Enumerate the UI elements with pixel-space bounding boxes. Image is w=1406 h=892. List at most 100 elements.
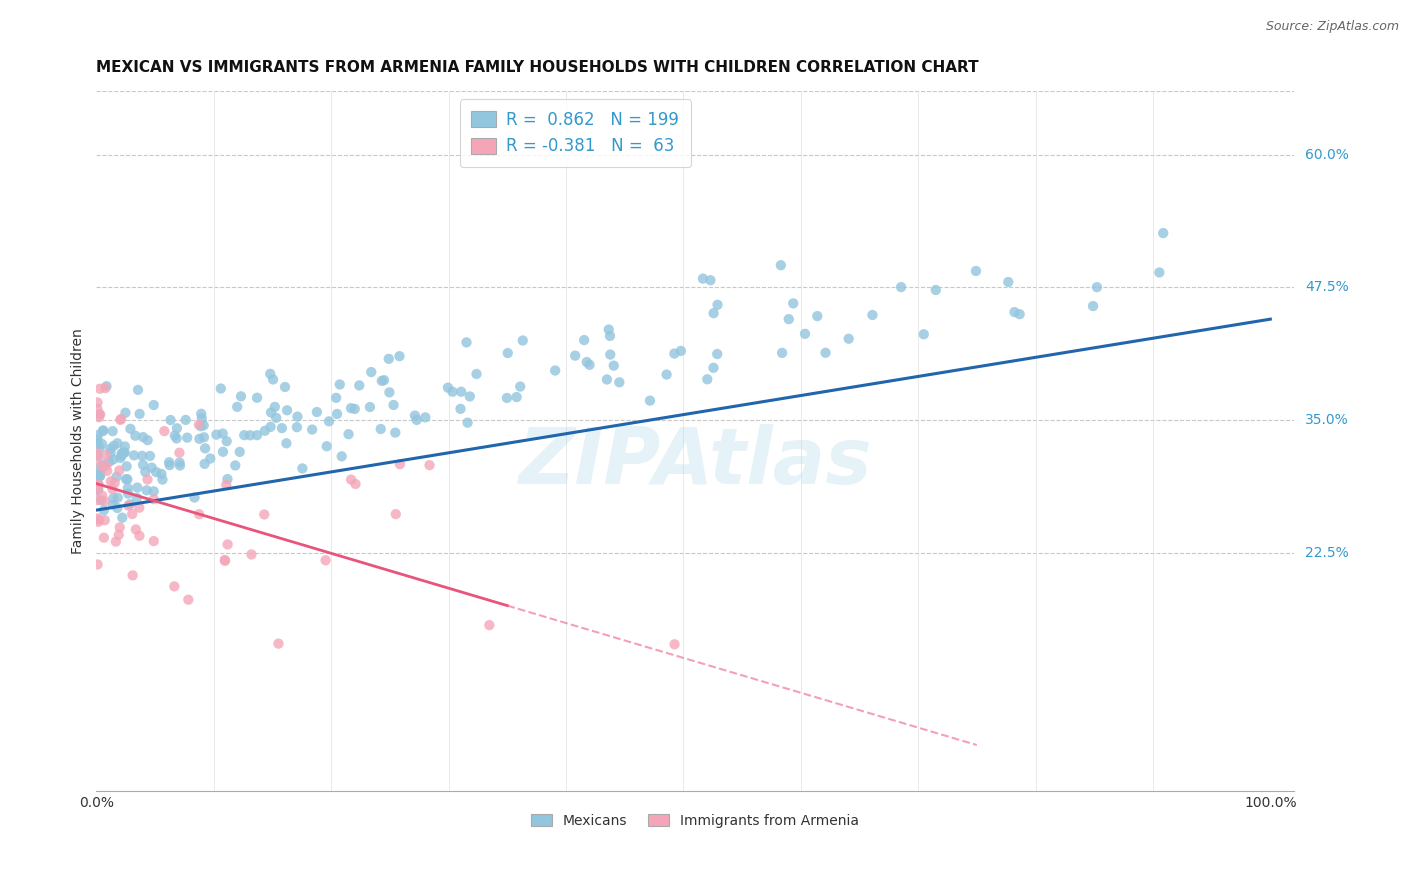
Point	[1004, 305, 1026, 319]
Point	[925, 283, 948, 297]
Point	[142, 492, 165, 507]
Point	[285, 420, 308, 434]
Point	[194, 457, 217, 471]
Point	[229, 389, 252, 403]
Point	[378, 351, 401, 366]
Point	[91, 437, 114, 451]
Point	[215, 478, 238, 492]
Point	[373, 373, 395, 387]
Point	[104, 476, 127, 491]
Point	[405, 413, 427, 427]
Point	[117, 486, 139, 500]
Point	[153, 424, 176, 438]
Point	[89, 382, 111, 396]
Point	[89, 469, 111, 483]
Point	[166, 421, 188, 435]
Point	[778, 312, 800, 326]
Point	[193, 418, 215, 433]
Point	[209, 382, 232, 396]
Point	[806, 309, 828, 323]
Legend: Mexicans, Immigrants from Armenia: Mexicans, Immigrants from Armenia	[526, 808, 865, 833]
Point	[91, 458, 114, 472]
Point	[301, 423, 323, 437]
Point	[598, 322, 620, 336]
Point	[131, 449, 153, 463]
Point	[187, 417, 209, 432]
Point	[111, 446, 134, 460]
Point	[437, 381, 460, 395]
Point	[118, 497, 141, 511]
Point	[706, 347, 728, 361]
Point	[259, 367, 281, 381]
Point	[177, 592, 200, 607]
Point	[465, 367, 488, 381]
Point	[1008, 307, 1031, 321]
Point	[349, 378, 371, 392]
Point	[132, 458, 155, 472]
Point	[89, 408, 111, 422]
Point	[121, 507, 143, 521]
Point	[166, 432, 188, 446]
Point	[122, 448, 145, 462]
Point	[603, 359, 626, 373]
Point	[169, 456, 191, 470]
Point	[264, 410, 287, 425]
Point	[572, 333, 595, 347]
Text: Source: ZipAtlas.com: Source: ZipAtlas.com	[1265, 20, 1399, 33]
Point	[664, 346, 686, 360]
Point	[912, 327, 935, 342]
Point	[214, 553, 236, 567]
Point	[112, 445, 135, 459]
Point	[115, 459, 138, 474]
Text: 47.5%: 47.5%	[1305, 280, 1348, 294]
Point	[108, 520, 131, 534]
Point	[814, 345, 837, 359]
Text: 35.0%: 35.0%	[1305, 413, 1348, 427]
Point	[344, 477, 367, 491]
Text: 22.5%: 22.5%	[1305, 546, 1348, 559]
Point	[157, 455, 180, 469]
Point	[609, 376, 631, 390]
Point	[176, 431, 198, 445]
Point	[211, 426, 233, 441]
Point	[86, 476, 108, 491]
Point	[101, 452, 124, 467]
Point	[134, 465, 156, 479]
Point	[862, 308, 884, 322]
Point	[325, 391, 347, 405]
Point	[699, 273, 721, 287]
Point	[93, 531, 115, 545]
Point	[87, 410, 110, 425]
Point	[214, 554, 236, 568]
Point	[86, 402, 108, 417]
Point	[105, 500, 128, 515]
Point	[253, 508, 276, 522]
Point	[458, 389, 481, 403]
Point	[769, 258, 792, 272]
Point	[267, 637, 290, 651]
Point	[200, 451, 222, 466]
Point	[575, 355, 598, 369]
Point	[159, 413, 181, 427]
Point	[596, 372, 619, 386]
Point	[276, 403, 298, 417]
Point	[703, 306, 725, 320]
Point	[150, 467, 173, 481]
Point	[191, 411, 214, 425]
Point	[87, 515, 110, 529]
Point	[370, 422, 392, 436]
Point	[259, 420, 281, 434]
Point	[128, 500, 150, 515]
Point	[152, 473, 174, 487]
Point	[108, 463, 131, 477]
Point	[94, 458, 117, 473]
Point	[103, 439, 125, 453]
Point	[287, 409, 309, 424]
Point	[136, 433, 159, 447]
Point	[86, 472, 108, 486]
Point	[343, 401, 366, 416]
Point	[120, 422, 142, 436]
Point	[450, 384, 472, 399]
Point	[1152, 226, 1174, 240]
Point	[997, 275, 1019, 289]
